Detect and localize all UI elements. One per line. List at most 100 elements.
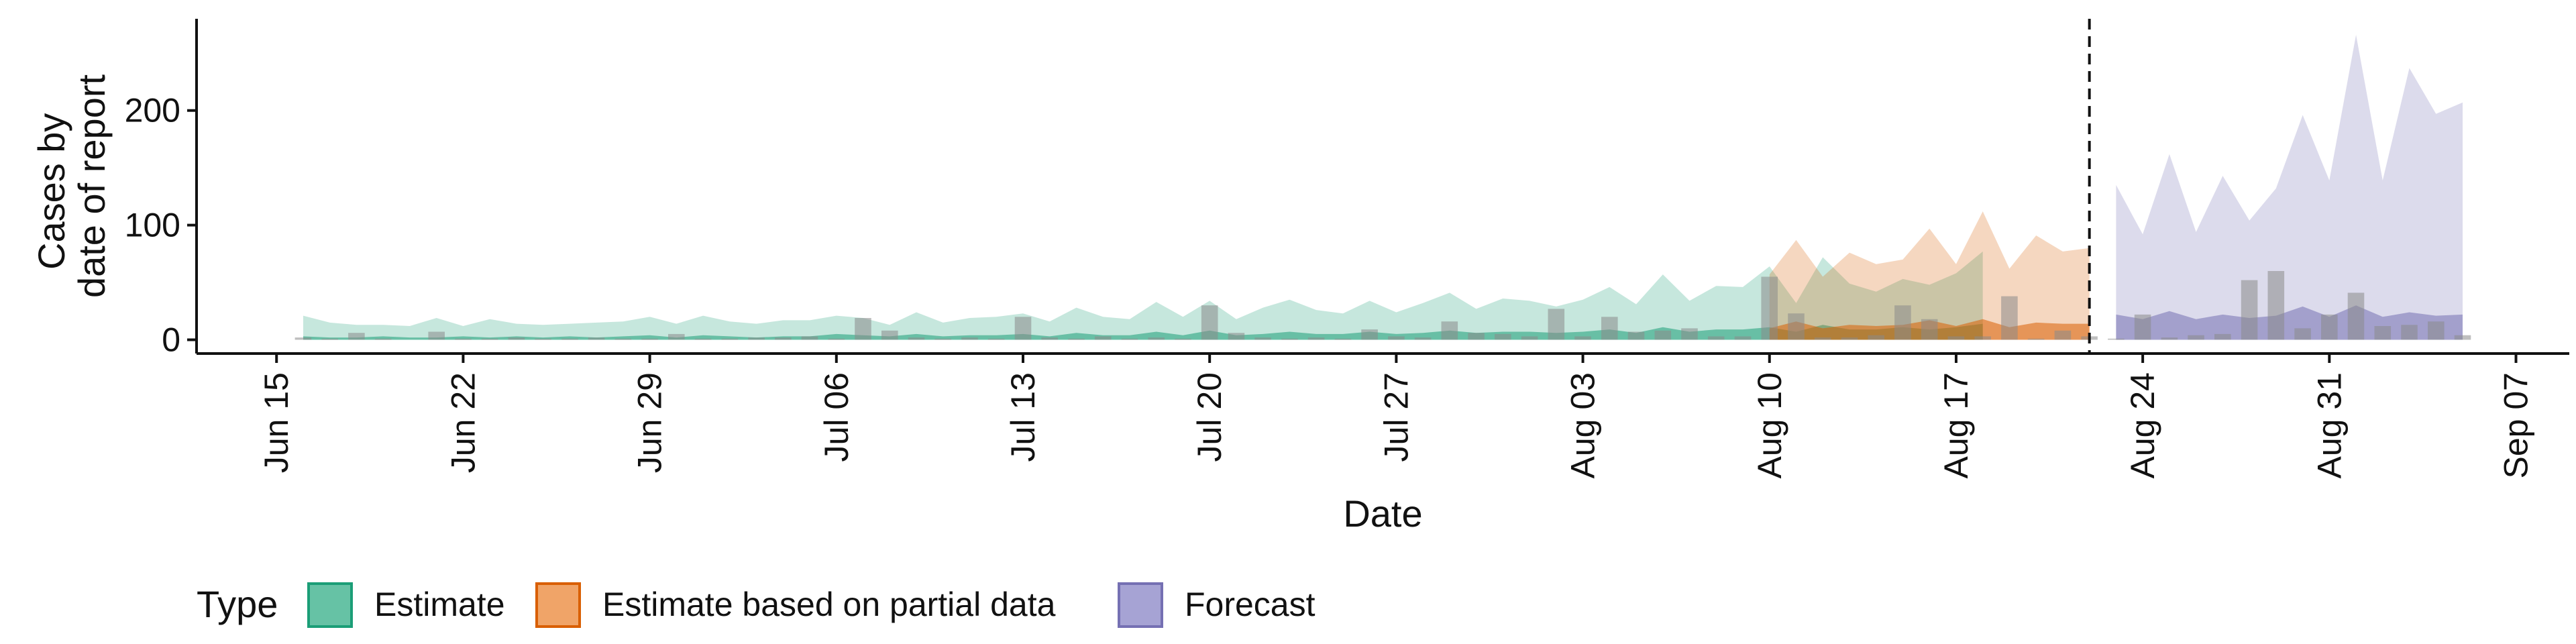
legend-title: Type <box>197 583 278 625</box>
reported-cases-bar <box>294 337 312 340</box>
reported-cases-bar <box>1014 317 1032 340</box>
reported-cases-bar <box>1574 336 1591 340</box>
reported-cases-bar <box>1761 276 1778 340</box>
reported-cases-bar <box>1654 330 1672 340</box>
forecast-outer-band <box>2116 34 2463 340</box>
x-tick-label: Jul 20 <box>1191 372 1228 462</box>
estimate-based-on-partial-data-legend-label: Estimate based on partial data <box>602 586 1056 623</box>
y-axis-title-line-2: date of report <box>70 74 113 299</box>
reported-cases-bar <box>2347 292 2365 340</box>
axes: 0 100 200 Jun 15 Jun 22 Jun 29 Jul 06 Jul 13 Jul… <box>125 19 2569 478</box>
x-tick-label: Jun 29 <box>631 372 669 473</box>
x-axis-title: Date <box>1343 492 1422 535</box>
reported-cases-bar <box>561 338 578 340</box>
y-tick-label: 0 <box>162 321 180 358</box>
plot-area <box>294 19 2471 354</box>
reported-cases-bar <box>614 338 632 340</box>
reported-cases-bar <box>2161 337 2178 340</box>
reported-cases-bar <box>1334 338 1352 340</box>
reported-cases-bar <box>535 338 551 340</box>
y-tick-label: 200 <box>125 92 180 129</box>
reported-cases-bar <box>1307 337 1325 340</box>
reported-cases-bar <box>1148 337 1165 340</box>
reported-cases-bar <box>721 338 739 340</box>
reported-cases-bar <box>1788 313 1805 340</box>
reported-cases-bar <box>1361 329 1378 340</box>
reported-cases-bar <box>1548 309 1565 340</box>
estimate-legend-label: Estimate <box>374 586 505 623</box>
reported-cases-bar <box>455 338 472 340</box>
reported-cases-bar <box>1468 333 1485 340</box>
reported-cases-bar <box>694 338 712 340</box>
reported-cases-bar <box>2294 328 2311 340</box>
reported-cases-bar <box>934 338 951 340</box>
reported-cases-bar <box>987 338 1005 340</box>
reported-cases-bar <box>1627 331 1645 340</box>
reported-cases-bar <box>1734 336 1752 340</box>
reported-cases-bar <box>588 337 605 340</box>
reported-cases-bar <box>1894 305 1911 340</box>
reported-cases-bar <box>1121 338 1138 340</box>
reported-cases-bar <box>908 337 925 340</box>
reported-cases-bar <box>2428 321 2445 340</box>
reported-cases-bar <box>1201 305 1218 340</box>
reported-cases-bar <box>1974 336 1991 340</box>
reported-cases-bar <box>2241 280 2258 340</box>
reported-cases-bar <box>668 333 685 340</box>
forecast-legend-key <box>1118 582 1163 628</box>
reported-cases-bar <box>1388 336 1405 340</box>
reported-cases-bar <box>1601 317 1618 340</box>
reported-cases-bar <box>801 336 818 340</box>
x-tick-label: Aug 24 <box>2124 372 2161 478</box>
reported-cases-bar <box>1254 337 1271 340</box>
x-tick-label: Aug 17 <box>1937 372 1975 478</box>
reported-cases-bar <box>2134 314 2151 340</box>
reported-cases-bar <box>1681 328 1698 340</box>
reported-cases-bar <box>2374 326 2392 340</box>
reported-cases-bar <box>828 338 845 340</box>
y-tick-label: 100 <box>125 207 180 244</box>
reported-cases-bar <box>428 331 445 340</box>
reported-cases-bar <box>1495 333 1511 340</box>
reported-cases-bar <box>1441 321 1458 340</box>
reported-cases-bar <box>2001 296 2018 340</box>
reported-cases-bar <box>1921 319 1938 340</box>
reported-cases-bar <box>1814 337 1831 340</box>
reported-cases-bar <box>1521 336 1538 340</box>
reported-cases-bar <box>2108 338 2125 340</box>
reported-cases-bar <box>1707 336 1725 340</box>
reported-cases-bar <box>855 318 871 340</box>
reported-cases-bar <box>1947 336 1965 340</box>
estimate-legend-key <box>307 582 353 628</box>
reported-cases-bar <box>2214 333 2231 340</box>
reported-cases-bar <box>775 337 792 340</box>
x-tick-label: Jul 06 <box>818 372 855 462</box>
reported-cases-bar <box>508 337 525 340</box>
reported-cases-bar <box>1175 338 1191 340</box>
reported-cases-bar <box>1068 338 1085 340</box>
reported-cases-bar <box>2267 271 2285 340</box>
reported-cases-bar <box>1041 337 1058 340</box>
legend: Type Estimate Estimate based on partial d… <box>197 582 1316 628</box>
x-tick-label: Jul 13 <box>1004 372 1042 462</box>
reported-cases-bar <box>1094 336 1112 340</box>
y-axis-title-line-1: Cases by <box>30 113 72 270</box>
reported-cases-bar <box>1841 337 1858 340</box>
reported-cases-bar <box>2321 314 2338 340</box>
reported-cases-bar <box>641 338 658 340</box>
reported-cases-bar <box>881 330 898 340</box>
y-axis-title: Cases by date of report <box>30 74 113 299</box>
reported-cases-bar <box>2401 325 2418 340</box>
reported-cases-bar <box>481 338 498 340</box>
reported-cases-bar <box>748 337 765 340</box>
estimate-outer-band <box>303 251 1983 340</box>
reported-cases-bar <box>1868 335 1884 340</box>
x-tick-label: Aug 10 <box>1751 372 1788 478</box>
reported-cases-bar <box>374 338 392 340</box>
x-tick-label: Aug 31 <box>2310 372 2348 478</box>
reported-cases-bar <box>961 337 978 340</box>
x-tick-label: Sep 07 <box>2498 372 2535 478</box>
x-tick-label: Jul 27 <box>1377 372 1415 462</box>
reported-cases-bar <box>1281 338 1298 340</box>
